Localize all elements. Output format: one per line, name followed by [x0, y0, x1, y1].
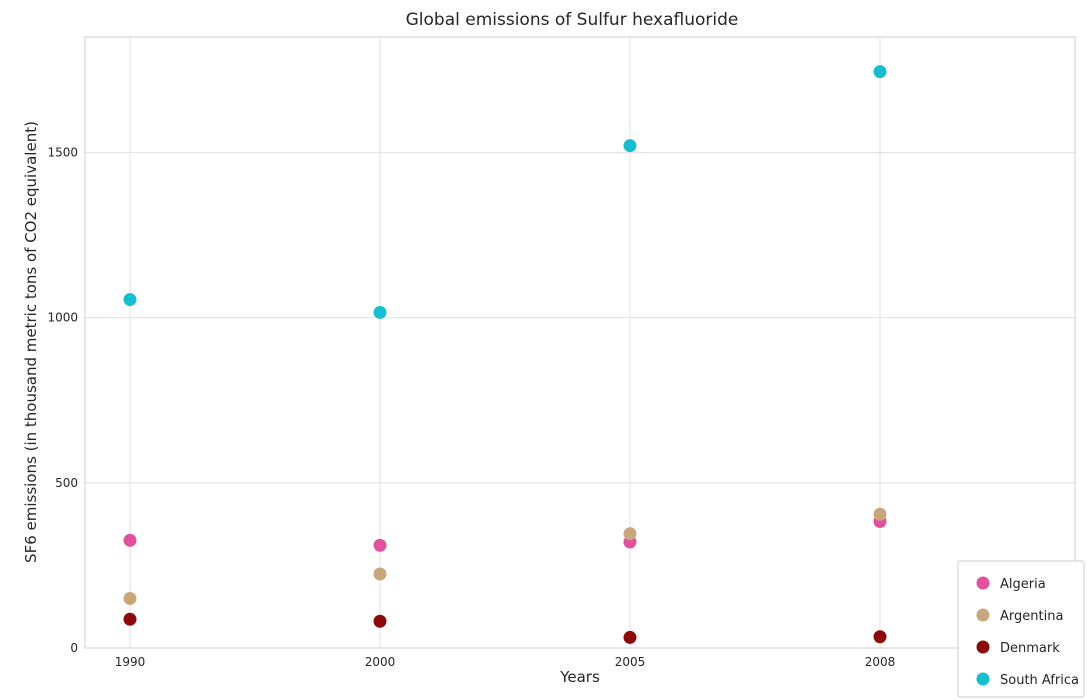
y-tick-label: 1000 — [47, 311, 78, 325]
point-denmark-2000 — [373, 614, 387, 628]
point-argentina-2000 — [373, 567, 387, 581]
point-algeria-2000 — [373, 538, 387, 552]
point-denmark-2008 — [873, 630, 887, 644]
legend-marker-argentina — [976, 608, 990, 622]
legend-label-algeria: Algeria — [1000, 577, 1046, 592]
legend-marker-denmark — [976, 640, 990, 654]
x-tick-label: 2000 — [365, 655, 396, 669]
x-tick-label: 2005 — [615, 655, 646, 669]
legend-label-argentina: Argentina — [1000, 609, 1063, 624]
legend-box — [957, 560, 1085, 698]
x-tick-labels: 1990 2000 2005 2008 — [115, 655, 896, 669]
legend: Algeria Argentina Denmark South Africa — [957, 560, 1085, 698]
y-tick-label: 0 — [70, 641, 78, 655]
grid-lines — [85, 37, 1075, 649]
legend-label-denmark: Denmark — [1000, 641, 1060, 656]
point-denmark-1990 — [123, 612, 137, 626]
chart-title: Global emissions of Sulfur hexafluoride — [406, 10, 739, 30]
plot-frame — [84, 36, 1076, 649]
point-south-africa-1990 — [123, 293, 137, 307]
x-tick-label: 1990 — [115, 655, 146, 669]
point-argentina-2005 — [623, 527, 637, 541]
point-south-africa-2008 — [873, 65, 887, 79]
data-points — [123, 65, 887, 644]
x-axis-label: Years — [559, 668, 600, 686]
point-algeria-1990 — [123, 533, 137, 547]
legend-marker-algeria — [976, 576, 990, 590]
point-south-africa-2005 — [623, 139, 637, 153]
y-tick-label: 500 — [55, 476, 78, 490]
legend-label-south-africa: South Africa — [1000, 673, 1079, 688]
point-denmark-2005 — [623, 630, 637, 644]
y-tick-label: 1500 — [47, 146, 78, 160]
point-argentina-2008 — [873, 507, 887, 521]
point-argentina-1990 — [123, 591, 137, 605]
y-axis-label: SF6 emissions (in thousand metric tons o… — [22, 121, 40, 563]
x-tick-label: 2008 — [865, 655, 896, 669]
point-south-africa-2000 — [373, 305, 387, 319]
y-tick-labels: 0 500 1000 1500 — [47, 146, 78, 655]
legend-marker-south-africa — [976, 672, 990, 686]
